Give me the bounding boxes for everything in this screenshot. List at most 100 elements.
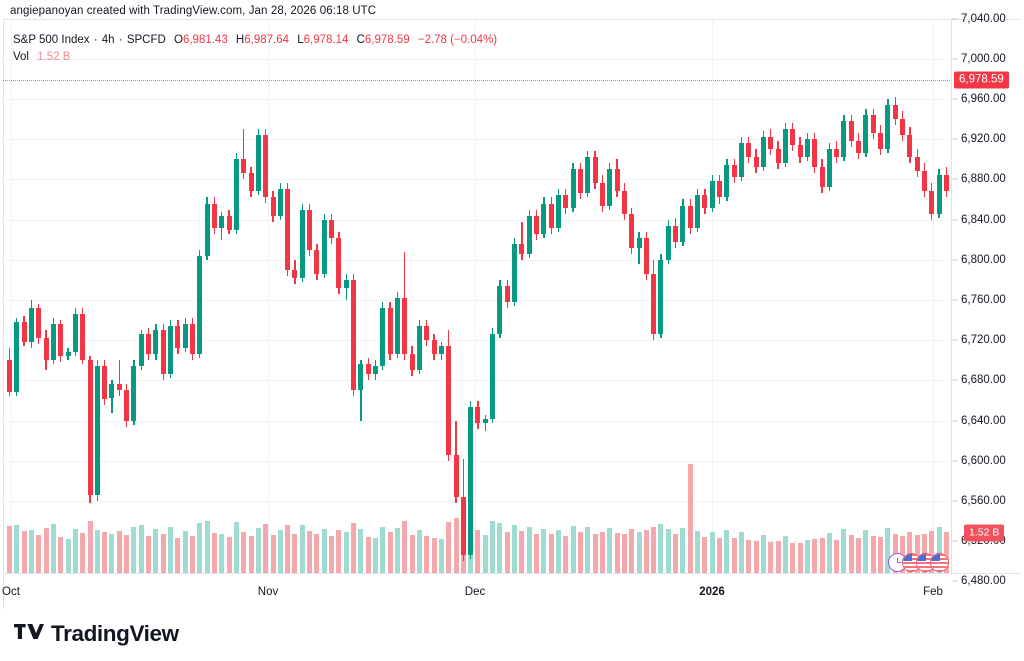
volume-bar xyxy=(878,536,884,573)
candle-body xyxy=(28,308,34,343)
candle-body xyxy=(826,149,832,188)
legend-separator-1: · xyxy=(93,34,98,46)
volume-bar xyxy=(577,531,583,573)
volume-bar xyxy=(497,523,503,573)
volume-bar xyxy=(556,529,561,573)
volume-bar xyxy=(138,525,144,573)
volume-bar xyxy=(819,537,825,573)
legend-symbol[interactable]: S&P 500 Index xyxy=(13,34,90,46)
candle-body xyxy=(336,237,342,288)
volume-bar xyxy=(402,520,408,573)
volume-bar xyxy=(724,530,730,573)
candle-body xyxy=(87,360,93,495)
time-scale[interactable]: Oct Nov Dec 2026 Feb xyxy=(2,573,1021,609)
current-price-badge[interactable]: 6,978.59 xyxy=(954,71,1009,89)
candle-wick xyxy=(118,360,120,397)
legend-volume-label[interactable]: Vol xyxy=(13,51,29,63)
volume-bar xyxy=(109,533,115,573)
time-tick-label: Nov xyxy=(257,586,279,598)
clock-hand-hour xyxy=(896,562,901,564)
candle-body xyxy=(475,406,481,423)
candle-body xyxy=(394,297,400,355)
candle-body xyxy=(709,181,715,208)
price-tick-label: 6,640.00 xyxy=(961,414,1006,427)
volume-bar xyxy=(599,532,605,573)
volume-bar xyxy=(929,531,935,573)
volume-bar xyxy=(731,538,737,573)
volume-bar xyxy=(197,523,203,573)
volume-bar xyxy=(446,522,452,573)
volume-bar xyxy=(775,541,781,573)
candle-body xyxy=(248,173,254,192)
candle-body xyxy=(892,104,898,120)
candle-wick xyxy=(638,231,640,264)
candle-body xyxy=(636,237,642,248)
price-tick-label: 6,600.00 xyxy=(961,454,1006,467)
volume-bar xyxy=(673,533,679,573)
candle-body xyxy=(731,165,737,178)
volume-bar xyxy=(146,535,152,573)
candle-body xyxy=(358,364,364,391)
attribution-text: angiepanoyan created with TradingView.co… xyxy=(10,5,377,17)
price-tick-label: 6,680.00 xyxy=(961,374,1006,387)
volume-bar xyxy=(160,534,166,573)
volume-bar xyxy=(753,540,759,573)
candle-body xyxy=(431,340,437,355)
candle-body xyxy=(387,308,393,355)
candle-body xyxy=(548,203,554,228)
gridline-horizontal xyxy=(3,58,950,60)
candle-body xyxy=(592,157,598,184)
candle-body xyxy=(621,191,627,214)
volume-bar xyxy=(211,533,217,573)
candle-body xyxy=(160,330,166,375)
candle-body xyxy=(14,322,20,393)
legend-open-group: O6,981.43 xyxy=(174,34,228,46)
volume-bar xyxy=(504,532,510,573)
volume-bar xyxy=(21,531,27,573)
legend-interval[interactable]: 4h xyxy=(101,34,115,46)
volume-bar xyxy=(797,543,803,573)
volume-bar xyxy=(453,518,459,573)
price-tick-label: 6,960.00 xyxy=(961,92,1006,105)
chart-plot-area[interactable] xyxy=(3,20,950,573)
candle-body xyxy=(153,330,159,355)
candle-body xyxy=(438,346,444,355)
volume-value-badge[interactable]: 1.52 B xyxy=(964,524,1005,542)
candle-body xyxy=(482,418,488,423)
legend-open-value: 6,981.43 xyxy=(182,34,228,46)
candle-body xyxy=(255,135,261,192)
price-tick-label: 6,760.00 xyxy=(961,294,1006,306)
volume-bar xyxy=(80,532,86,573)
volume-bar xyxy=(885,527,891,573)
candle-body xyxy=(526,215,532,254)
gridline-horizontal xyxy=(3,460,950,462)
chart-legend[interactable]: S&P 500 Index · 4h · SPCFD O6,981.43 H6,… xyxy=(13,33,497,65)
candle-body xyxy=(746,143,752,158)
candle-body xyxy=(585,157,591,194)
price-scale[interactable]: 7,040.00 7,000.00 6,960.00 6,920.00 6,880.00… xyxy=(951,13,1021,587)
price-tick-label: 6,720.00 xyxy=(961,334,1006,347)
candle-body xyxy=(870,115,876,134)
volume-bar xyxy=(512,525,518,573)
volume-bar xyxy=(307,531,313,573)
candle-body xyxy=(607,169,613,206)
volume-bar xyxy=(175,537,181,573)
volume-bar xyxy=(636,531,642,573)
event-marker-us-flag[interactable] xyxy=(930,553,949,572)
gridline-horizontal xyxy=(3,259,950,261)
candle-body xyxy=(380,308,386,367)
volume-bar xyxy=(629,529,635,573)
candle-body xyxy=(658,259,664,335)
volume-bar xyxy=(614,533,620,573)
candle-body xyxy=(292,269,298,278)
candle-body xyxy=(848,121,854,142)
candle-body xyxy=(717,181,723,198)
candle-body xyxy=(138,334,144,367)
volume-bar xyxy=(116,531,122,573)
gridline-horizontal xyxy=(3,219,950,221)
gridline-vertical xyxy=(11,20,12,573)
legend-close-group: C6,978.59 xyxy=(357,34,410,46)
volume-bar xyxy=(863,530,869,573)
volume-bar xyxy=(790,542,796,573)
volume-bar xyxy=(94,529,100,573)
